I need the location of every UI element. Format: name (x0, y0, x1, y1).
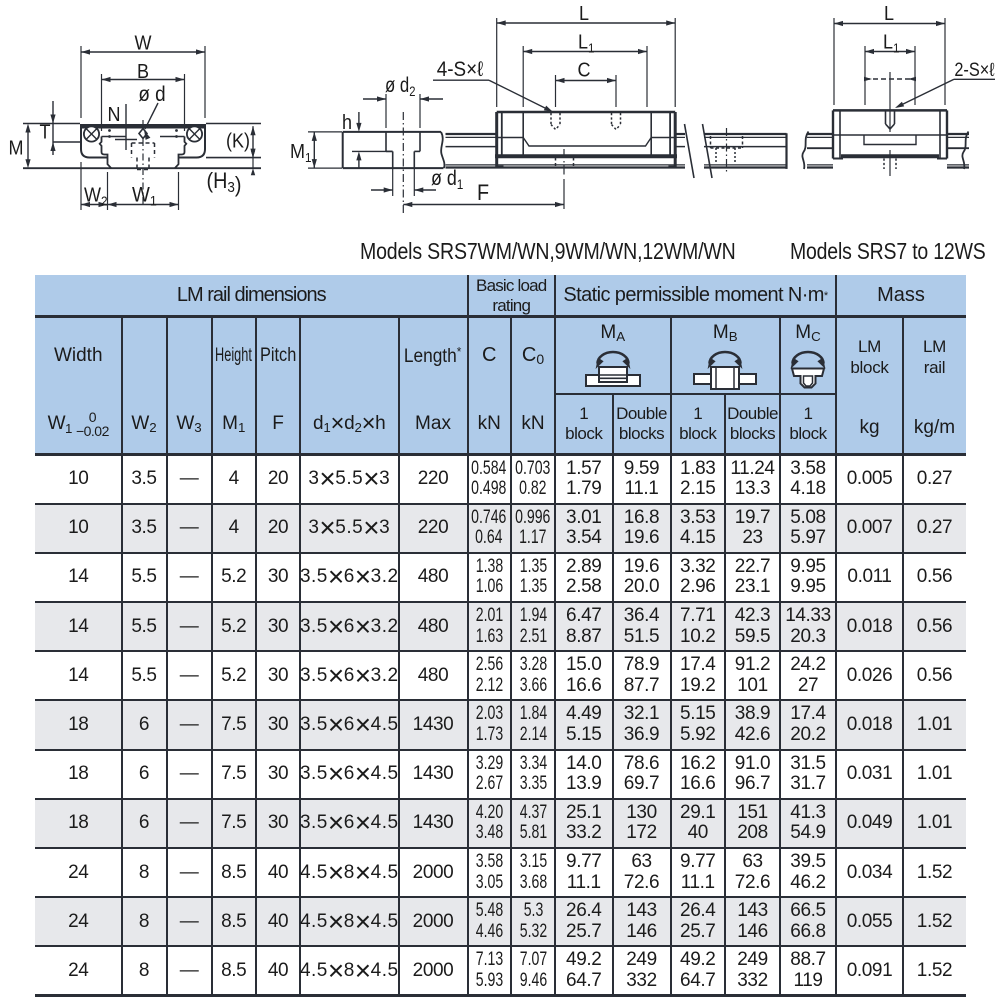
svg-text:ø d: ø d (138, 83, 165, 106)
svg-text:W1: W1 (132, 184, 157, 209)
svg-text:L: L (884, 3, 894, 25)
svg-text:W2: W2 (84, 185, 108, 209)
svg-text:M: M (9, 138, 24, 160)
svg-text:(H3): (H3) (207, 169, 242, 197)
svg-text:2-S×ℓ: 2-S×ℓ (954, 59, 994, 80)
svg-text:F: F (477, 181, 489, 205)
svg-text:N: N (108, 104, 121, 126)
svg-text:M1: M1 (290, 141, 312, 165)
svg-text:B: B (137, 61, 149, 83)
svg-text:4-S×ℓ: 4-S×ℓ (437, 58, 484, 81)
svg-text:W: W (135, 33, 152, 55)
svg-text:L1: L1 (578, 32, 595, 56)
svg-text:L1: L1 (883, 32, 900, 56)
svg-text:h: h (342, 112, 352, 134)
svg-text:T: T (40, 122, 51, 144)
svg-text:L: L (579, 3, 589, 25)
svg-text:ø d1: ø d1 (431, 167, 463, 193)
svg-text:(K): (K) (226, 131, 250, 153)
svg-text:C: C (578, 60, 591, 82)
svg-text:ø d2: ø d2 (385, 74, 415, 99)
